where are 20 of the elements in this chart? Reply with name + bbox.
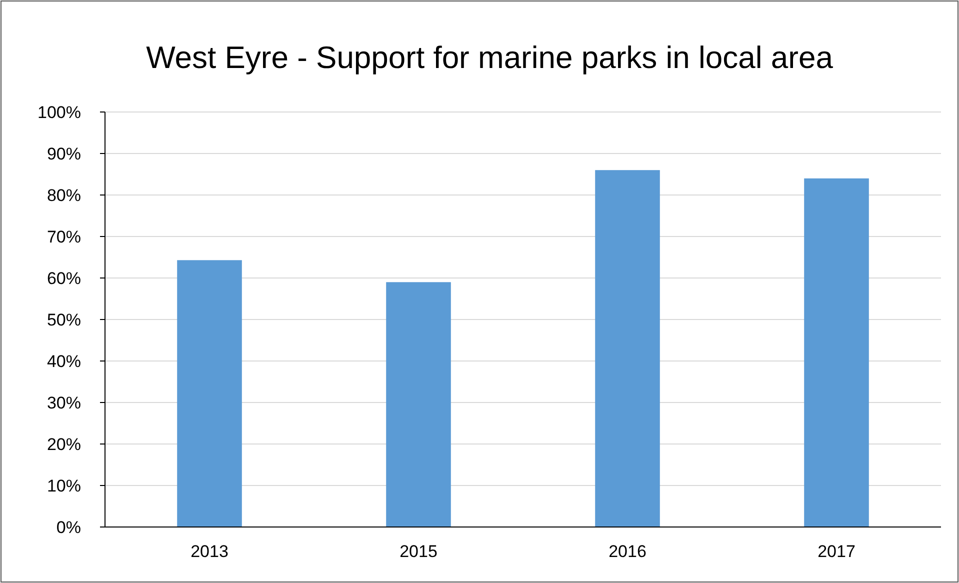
bar [177, 260, 242, 527]
y-tick-label: 30% [46, 393, 81, 412]
x-tick-label: 2013 [190, 542, 228, 561]
y-tick-label: 20% [46, 434, 81, 454]
y-tick-label: 10% [46, 476, 81, 496]
x-tick-label: 2016 [608, 542, 646, 561]
y-tick-label: 50% [46, 310, 81, 330]
y-tick-label: 70% [46, 227, 81, 246]
y-tick-label: 80% [46, 186, 81, 205]
x-tick-label: 2015 [400, 542, 438, 561]
y-tick-label: 0% [56, 518, 81, 537]
y-tick-label: 100% [38, 102, 81, 122]
chart-title: West Eyre - Support for marine parks in local area [146, 40, 834, 75]
bar [595, 170, 660, 527]
bar [386, 282, 451, 527]
y-tick-label: 60% [46, 268, 81, 288]
x-tick-label: 2017 [818, 542, 856, 561]
y-tick-label: 90% [46, 144, 81, 164]
y-tick-label: 40% [46, 352, 81, 371]
bar [804, 178, 869, 527]
